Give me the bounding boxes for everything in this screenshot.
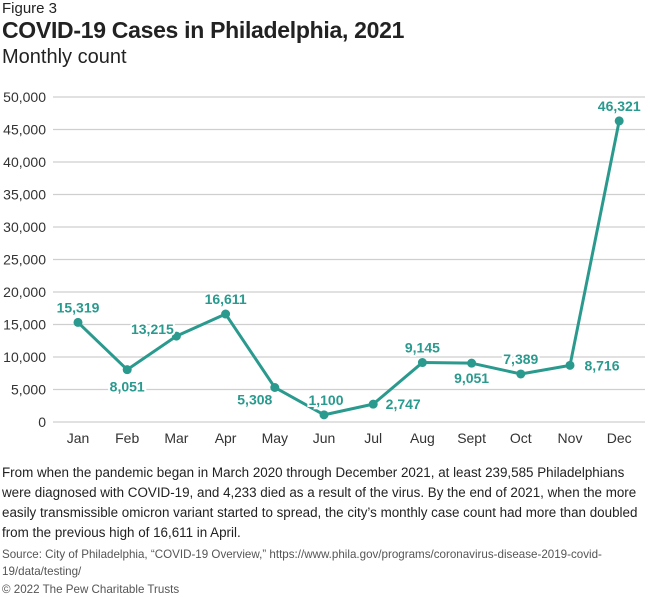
- data-label: 8,051: [110, 379, 145, 395]
- copyright: © 2022 The Pew Charitable Trusts: [2, 583, 180, 596]
- x-tick-label: May: [262, 430, 288, 446]
- data-point: [270, 382, 280, 392]
- data-label: 5,308: [237, 391, 272, 407]
- x-tick-label: Feb: [115, 430, 139, 446]
- series-line: [76, 120, 621, 417]
- data-point: [73, 317, 83, 327]
- y-tick-label: 20,000: [3, 284, 46, 300]
- data-point: [516, 369, 526, 379]
- data-label: 9,145: [405, 340, 440, 356]
- data-label: 9,051: [454, 370, 489, 386]
- data-label: 16,611: [205, 291, 247, 307]
- figure-label: Figure 3: [2, 0, 58, 17]
- data-label: 15,319: [57, 299, 100, 315]
- data-label: 46,321: [598, 98, 641, 114]
- y-tick-label: 5,000: [11, 382, 46, 398]
- y-tick-label: 50,000: [3, 89, 46, 105]
- x-tick-label: Oct: [510, 430, 532, 446]
- data-label: 7,389: [503, 351, 538, 367]
- x-tick-label: Aug: [410, 430, 435, 446]
- y-tick-label: 15,000: [3, 317, 46, 333]
- y-tick-label: 45,000: [3, 122, 46, 138]
- x-tick-label: Mar: [164, 430, 188, 446]
- x-tick-label: Dec: [607, 430, 632, 446]
- y-tick-label: 35,000: [3, 187, 46, 203]
- data-label: 13,215: [131, 321, 174, 337]
- y-tick-label: 30,000: [3, 219, 46, 235]
- y-tick-label: 40,000: [3, 154, 46, 170]
- data-label: 2,747: [386, 396, 421, 412]
- y-tick-label: 25,000: [3, 252, 46, 268]
- data-point: [171, 331, 181, 341]
- x-tick-label: Sept: [457, 430, 486, 446]
- data-point: [122, 365, 132, 375]
- data-point: [221, 309, 231, 319]
- data-point: [417, 358, 427, 368]
- data-label: 8,716: [584, 357, 619, 373]
- x-tick-label: Jun: [313, 430, 336, 446]
- line-chart: 0 5,000 10,000 15,000 20,000 25,000 30,000 35,0…: [3, 89, 645, 446]
- data-point: [565, 360, 575, 370]
- data-label: 1,100: [308, 392, 343, 408]
- data-point: [319, 410, 329, 420]
- data-point: [614, 116, 624, 126]
- source-note: Source: City of Philadelphia, “COVID-19 …: [2, 548, 602, 578]
- chart-title: COVID-19 Cases in Philadelphia, 2021: [2, 17, 405, 43]
- chart-note: From when the pandemic began in March 20…: [2, 465, 638, 540]
- x-tick-label: Jul: [364, 430, 382, 446]
- x-tick-label: Apr: [215, 430, 237, 446]
- chart-subtitle: Monthly count: [2, 46, 127, 68]
- x-tick-label: Jan: [67, 430, 90, 446]
- x-tick-label: Nov: [558, 430, 583, 446]
- data-point: [368, 399, 378, 409]
- y-tick-label: 0: [38, 414, 46, 430]
- data-point: [467, 358, 477, 368]
- y-tick-label: 10,000: [3, 349, 46, 365]
